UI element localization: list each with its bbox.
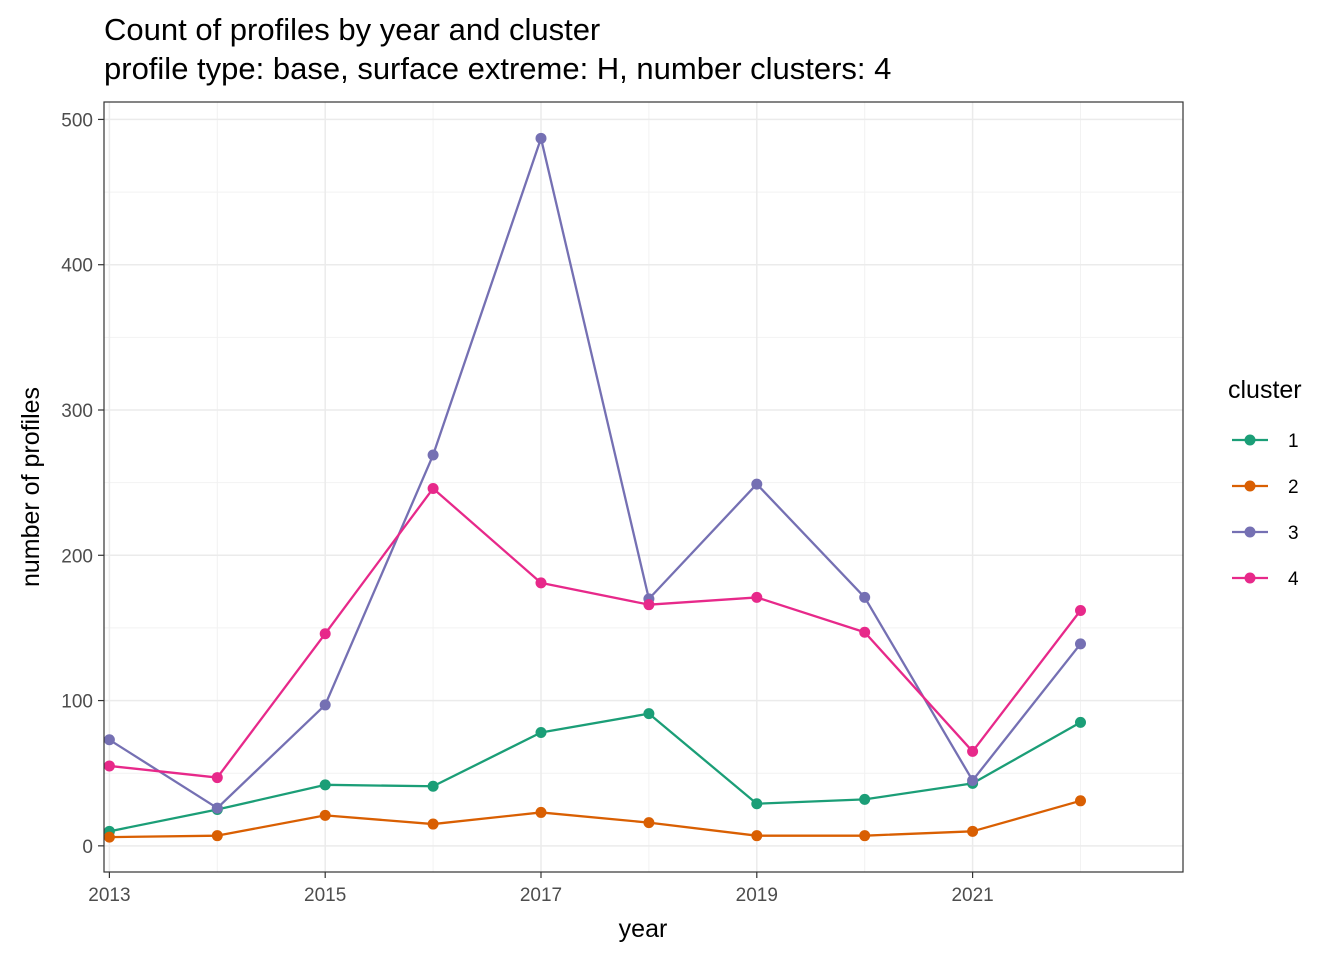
legend: 1 2 3 4 xyxy=(1232,431,1299,590)
data-point-4 xyxy=(535,577,547,589)
data-point-2 xyxy=(967,825,979,837)
data-point-3 xyxy=(1074,638,1086,650)
data-point-4 xyxy=(319,628,331,640)
data-point-2 xyxy=(751,830,763,842)
series-line-1 xyxy=(109,712,1082,833)
data-point-1 xyxy=(535,727,547,739)
data-point-4 xyxy=(859,626,871,638)
y-tick-label: 100 xyxy=(61,692,93,713)
data-point-4 xyxy=(1074,604,1086,616)
data-point-1 xyxy=(1074,716,1086,728)
data-point-1 xyxy=(859,793,871,805)
data-point-3 xyxy=(427,449,439,461)
x-tick-label: 2019 xyxy=(736,885,778,906)
data-point-2 xyxy=(1074,795,1086,807)
data-point-2 xyxy=(427,818,439,830)
y-tick-label: 200 xyxy=(61,546,93,567)
y-tick-label: 400 xyxy=(61,256,93,277)
y-axis: 0 100 200 300 400 500 xyxy=(61,110,104,858)
y-tick-label: 300 xyxy=(61,401,93,422)
plot-border xyxy=(103,101,1184,873)
series-4 xyxy=(103,482,1086,784)
data-point-2 xyxy=(211,830,223,842)
data-point-3 xyxy=(319,699,331,711)
legend-key-point xyxy=(1244,526,1256,538)
data-point-2 xyxy=(643,817,655,829)
data-point-3 xyxy=(103,734,115,746)
data-point-3 xyxy=(535,132,547,144)
x-tick-label: 2017 xyxy=(520,885,562,906)
data-point-1 xyxy=(751,798,763,810)
legend-item-4: 4 xyxy=(1232,569,1299,590)
legend-item-2: 2 xyxy=(1232,477,1299,498)
data-point-4 xyxy=(967,745,979,757)
chart-title: Count of profiles by year and cluster xyxy=(104,12,600,47)
y-axis-title: number of profiles xyxy=(17,387,45,587)
legend-item-1: 1 xyxy=(1232,431,1299,452)
chart-subtitle: profile type: base, surface extreme: H, … xyxy=(104,51,891,86)
data-point-2 xyxy=(535,806,547,818)
data-point-2 xyxy=(103,831,115,843)
x-tick-label: 2021 xyxy=(951,885,993,906)
x-axis: 2013 2015 2017 2019 2021 xyxy=(88,872,994,906)
legend-key-point xyxy=(1244,572,1256,584)
y-tick-label: 0 xyxy=(82,837,93,858)
data-point-4 xyxy=(103,760,115,772)
data-point-3 xyxy=(859,591,871,603)
series-line-2 xyxy=(109,799,1081,839)
data-point-4 xyxy=(211,772,223,784)
data-point-1 xyxy=(427,780,439,792)
series-line-3 xyxy=(108,137,1082,810)
data-point-3 xyxy=(211,802,223,814)
legend-title: cluster xyxy=(1228,376,1302,404)
legend-label: 1 xyxy=(1288,431,1299,452)
y-tick-label: 500 xyxy=(61,110,93,131)
data-point-3 xyxy=(967,774,979,786)
data-point-1 xyxy=(319,779,331,791)
data-point-2 xyxy=(319,809,331,821)
data-point-4 xyxy=(751,591,763,603)
series-2 xyxy=(103,795,1086,843)
x-tick-label: 2015 xyxy=(304,885,346,906)
data-point-2 xyxy=(859,830,871,842)
data-point-4 xyxy=(427,482,439,494)
legend-key-point xyxy=(1244,480,1256,492)
legend-key-point xyxy=(1244,434,1256,446)
x-axis-title: year xyxy=(619,915,668,943)
legend-label: 3 xyxy=(1288,523,1299,544)
data-point-1 xyxy=(643,708,655,720)
legend-item-3: 3 xyxy=(1232,523,1299,544)
legend-label: 2 xyxy=(1288,477,1299,498)
series-layer xyxy=(103,132,1086,843)
data-point-4 xyxy=(643,599,655,611)
series-line-4 xyxy=(109,487,1082,779)
legend-label: 4 xyxy=(1288,569,1299,590)
data-point-3 xyxy=(751,478,763,490)
x-tick-label: 2013 xyxy=(88,885,130,906)
